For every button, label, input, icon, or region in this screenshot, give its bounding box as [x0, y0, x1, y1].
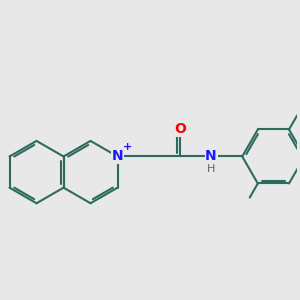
Text: O: O	[174, 122, 186, 136]
Text: H: H	[207, 164, 215, 174]
Text: N: N	[112, 149, 123, 164]
Text: N: N	[205, 149, 217, 164]
Text: +: +	[122, 142, 132, 152]
